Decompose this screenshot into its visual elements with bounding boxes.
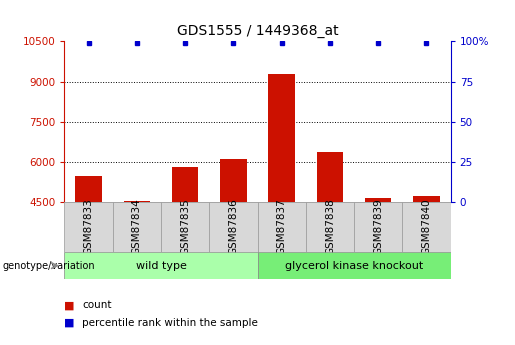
Text: GSM87836: GSM87836 (228, 198, 238, 255)
Bar (124, 201, 150, 202)
Bar (64, 252, 258, 279)
Bar (161, 202, 209, 252)
Text: count: count (82, 300, 112, 310)
Text: GSM87838: GSM87838 (325, 198, 335, 255)
Text: ■: ■ (64, 300, 75, 310)
Text: GSM87833: GSM87833 (83, 198, 94, 255)
Text: GSM87839: GSM87839 (373, 198, 383, 255)
Text: wild type: wild type (135, 261, 186, 270)
Bar (75, 176, 102, 202)
Text: ■: ■ (64, 318, 75, 327)
Bar (365, 198, 391, 202)
Bar (258, 252, 451, 279)
Bar (402, 202, 451, 252)
Bar (220, 159, 247, 202)
Bar (64, 202, 113, 252)
Text: genotype/variation: genotype/variation (3, 261, 95, 270)
Bar (354, 202, 402, 252)
Text: GSM87840: GSM87840 (421, 198, 432, 255)
Bar (268, 74, 295, 202)
Bar (306, 202, 354, 252)
Text: GSM87835: GSM87835 (180, 198, 190, 255)
Bar (113, 202, 161, 252)
Bar (172, 167, 198, 202)
Bar (413, 196, 440, 202)
Bar (209, 202, 258, 252)
Bar (317, 152, 343, 202)
Title: GDS1555 / 1449368_at: GDS1555 / 1449368_at (177, 23, 338, 38)
Text: percentile rank within the sample: percentile rank within the sample (82, 318, 259, 327)
Text: GSM87837: GSM87837 (277, 198, 287, 255)
Bar (258, 202, 306, 252)
Text: GSM87834: GSM87834 (132, 198, 142, 255)
Text: glycerol kinase knockout: glycerol kinase knockout (285, 261, 423, 270)
